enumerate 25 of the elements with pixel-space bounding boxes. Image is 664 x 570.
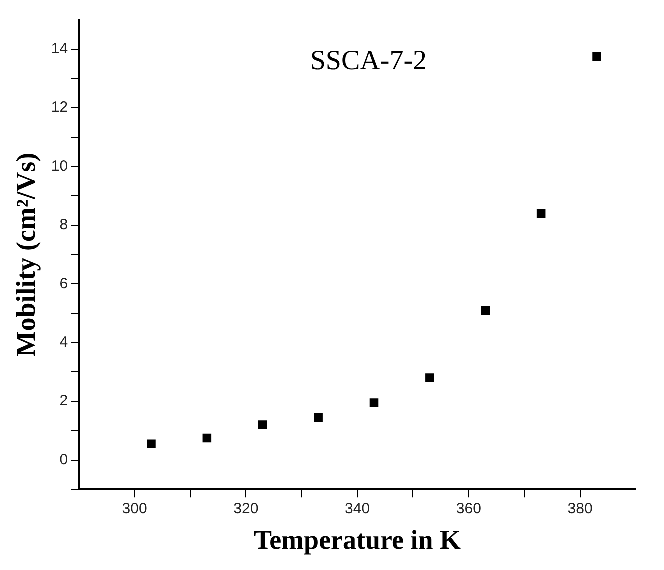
x-tick-label: 380	[568, 500, 593, 518]
x-tick-label: 300	[122, 500, 148, 518]
point	[258, 420, 268, 430]
y-tick-label: 8	[60, 216, 68, 234]
point	[481, 306, 490, 315]
point	[426, 374, 434, 382]
annotation: SSCA-7-2	[310, 45, 428, 76]
point	[314, 413, 323, 422]
x-tick-label: 340	[345, 500, 370, 518]
y-tick-label: 2	[60, 392, 68, 410]
y-tick-label: 10	[51, 158, 68, 175]
point	[592, 52, 602, 62]
y-tick-label: 4	[60, 334, 68, 351]
point	[147, 440, 156, 448]
point	[536, 209, 546, 218]
y-tick-label: 0	[60, 451, 68, 468]
y-axis-title: Mobility (cm²/Vs)	[11, 152, 42, 357]
y-tick-label: 12	[51, 99, 68, 116]
point	[202, 434, 212, 443]
x-axis-title: Temperature in K	[254, 524, 462, 555]
y-tick-label: 6	[60, 275, 68, 292]
x-tick-label: 320	[234, 500, 259, 518]
x-tick-label: 360	[456, 500, 482, 518]
y-tick-label: 14	[51, 40, 68, 58]
point	[370, 398, 379, 408]
